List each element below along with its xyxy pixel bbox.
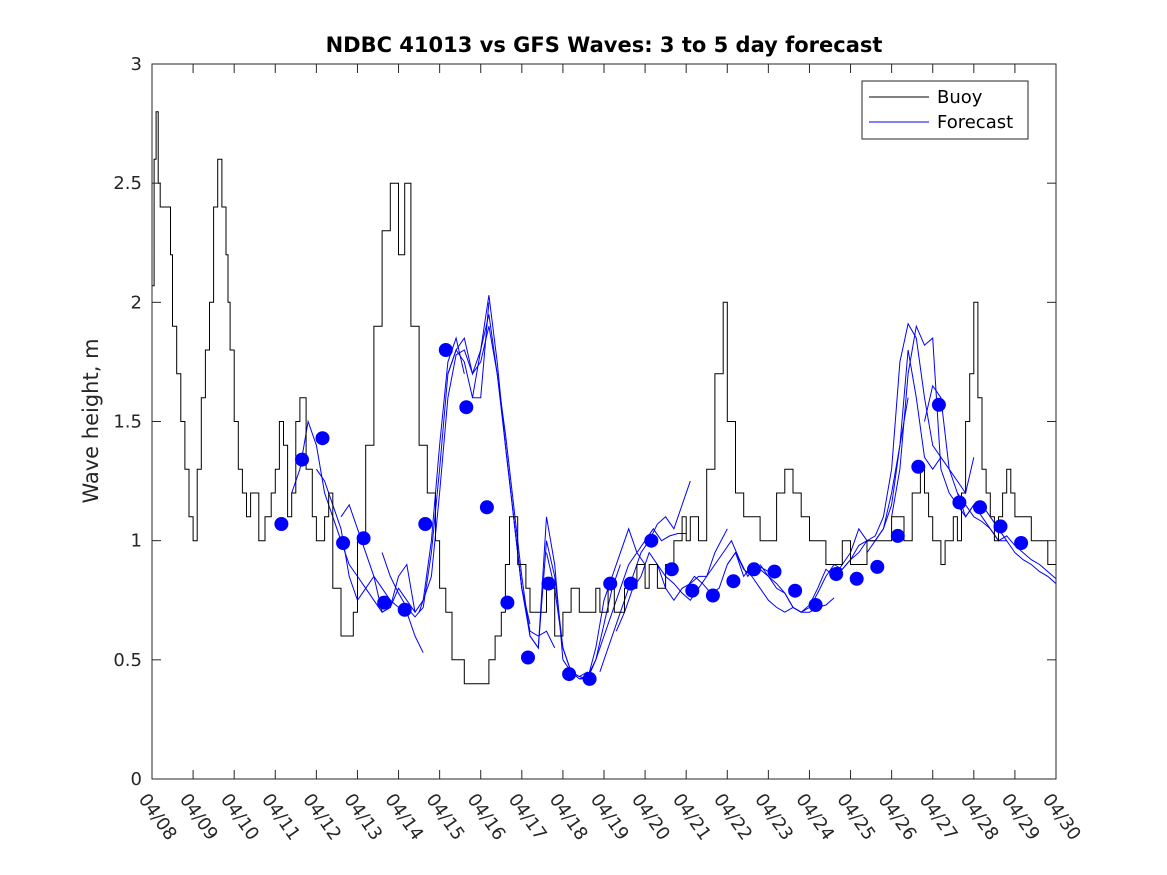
forecast-marker-4 [356, 531, 371, 546]
forecast-marker-7 [418, 517, 433, 531]
forecast-marker-16 [603, 576, 618, 591]
marker-layer [274, 343, 1029, 686]
forecast-marker-3 [336, 536, 351, 550]
forecast-marker-30 [890, 528, 905, 543]
y-tick-label-2: 1 [131, 531, 142, 552]
forecast-line-18 [866, 349, 975, 553]
forecast-marker-18 [644, 533, 659, 548]
y-tick-label-6: 3 [131, 54, 142, 75]
forecast-marker-22 [726, 574, 741, 589]
y-tick-label-3: 1.5 [113, 412, 142, 433]
forecast-line-0 [291, 419, 416, 613]
y-tick-label-0: 0 [131, 769, 142, 790]
forecast-marker-13 [541, 576, 556, 591]
chart-title: NDBC 41013 vs GFS Waves: 3 to 5 day fore… [326, 33, 883, 57]
forecast-marker-28 [849, 571, 864, 586]
forecast-marker-31 [911, 459, 926, 474]
forecast-marker-29 [870, 559, 885, 574]
forecast-marker-23 [747, 562, 761, 577]
forecast-line-12 [656, 539, 769, 602]
forecast-line-10 [599, 480, 691, 672]
legend-box [861, 80, 1029, 140]
forecast-line-21 [956, 492, 1056, 584]
forecast-marker-36 [1014, 536, 1029, 550]
forecast-marker-17 [623, 576, 638, 591]
forecast-marker-34 [973, 500, 987, 515]
forecast-line-16 [800, 397, 909, 613]
forecast-marker-0 [274, 517, 289, 531]
forecast-marker-21 [705, 588, 720, 603]
y-tick-label-4: 2 [131, 292, 142, 313]
forecast-marker-11 [500, 595, 515, 610]
forecast-marker-14 [562, 667, 577, 682]
forecast-marker-5 [377, 595, 392, 610]
forecast-marker-10 [479, 500, 494, 515]
y-axis: 0 0.5 1 1.5 2 2.5 3 [113, 54, 1056, 790]
forecast-marker-15 [582, 671, 597, 686]
y-axis-label: Wave height, m [79, 338, 103, 503]
forecast-marker-26 [808, 598, 823, 612]
forecast-marker-20 [685, 583, 700, 598]
forecast-line-9 [579, 527, 687, 680]
forecast-marker-2 [315, 431, 330, 446]
forecast-line-19 [891, 324, 1008, 541]
y-tick-label-5: 2.5 [113, 173, 142, 194]
forecast-marker-8 [438, 343, 453, 357]
plot-area [152, 64, 1056, 779]
legend-label-forecast: Forecast [937, 112, 1013, 133]
forecast-marker-25 [788, 583, 803, 598]
forecast-marker-27 [829, 567, 844, 581]
forecast-marker-1 [295, 452, 309, 467]
forecast-line-13 [685, 551, 802, 613]
forecast-marker-12 [521, 650, 535, 665]
legend-label-buoy: Buoy [937, 87, 983, 108]
forecast-line-8 [546, 527, 646, 680]
forecast-marker-19 [664, 562, 679, 577]
buoy-line [152, 111, 1056, 685]
y-tick-label-1: 0.5 [113, 650, 142, 671]
forecast-marker-33 [952, 495, 967, 510]
forecast-marker-32 [931, 397, 946, 412]
forecast-marker-35 [993, 519, 1008, 534]
forecast-marker-6 [397, 602, 412, 617]
forecast-line-17 [833, 322, 942, 577]
forecast-marker-24 [767, 564, 782, 579]
forecast-marker-9 [459, 400, 474, 415]
legend: Buoy Forecast [861, 80, 1029, 140]
